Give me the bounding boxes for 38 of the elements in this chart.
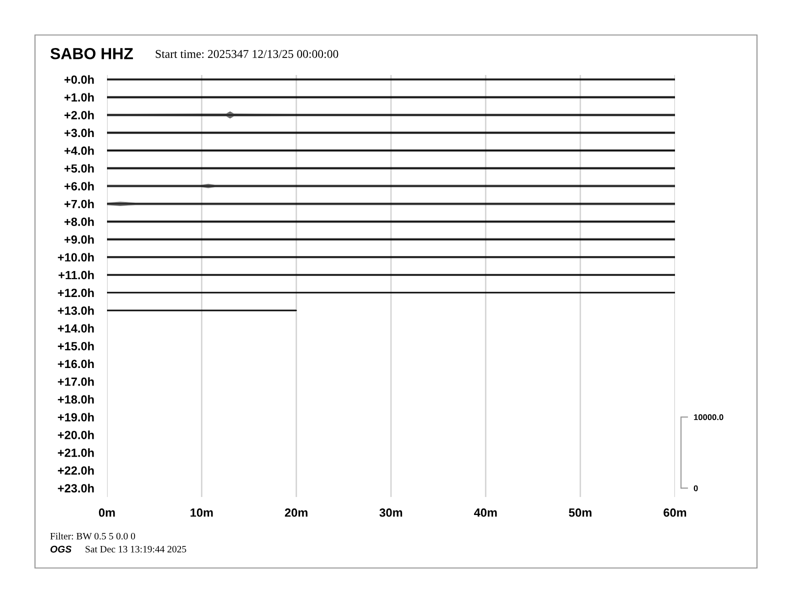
- y2-tick-label: 10000.0: [694, 414, 724, 420]
- y-tick-label: +1.0h: [64, 92, 94, 102]
- x-tick-label: 60m: [664, 508, 686, 517]
- y-tick-label: +12.0h: [58, 288, 94, 298]
- x-tick-label: 30m: [379, 508, 402, 517]
- x-tick-label: 40m: [474, 508, 497, 517]
- chart-title: SABO HHZ: [50, 48, 133, 60]
- y-tick-label: +21.0h: [58, 448, 94, 457]
- y-tick-label: +11.0h: [58, 270, 94, 280]
- y-tick-label: +8.0h: [64, 217, 94, 226]
- y-tick-label: +9.0h: [64, 235, 94, 244]
- y-tick-label: +2.0h: [64, 110, 94, 120]
- chart-subtitle: Start time: 2025347 12/13/25 00:00:00: [156, 50, 338, 58]
- y-tick-label: +23.0h: [58, 484, 94, 493]
- y-tick-label: +5.0h: [64, 164, 94, 173]
- x-tick-label: 50m: [568, 508, 592, 517]
- y-tick-label: +14.0h: [58, 324, 94, 333]
- y-tick-label: +13.0h: [58, 306, 94, 315]
- y-tick-label: +22.0h: [58, 466, 94, 475]
- y-tick-label: +20.0h: [58, 430, 94, 440]
- text: Filter: BW 0.5 5 0.0 0: [50, 532, 136, 540]
- text: Sat Dec 13 13:19:44 2025: [86, 546, 186, 552]
- y-tick-label: +3.0h: [64, 128, 94, 138]
- y-tick-label: +17.0h: [58, 377, 94, 386]
- y-tick-label: +10.0h: [58, 252, 94, 262]
- y-tick-label: +18.0h: [58, 394, 94, 404]
- y-tick-label: +6.0h: [64, 182, 94, 190]
- x-tick-label: 0m: [98, 508, 115, 517]
- text: OGS: [50, 546, 72, 553]
- y-tick-label: +4.0h: [64, 146, 94, 155]
- y-tick-label: +16.0h: [58, 359, 94, 368]
- y2-tick-label: 0: [694, 485, 698, 492]
- y-tick-label: +19.0h: [58, 412, 94, 422]
- x-tick-label: 10m: [190, 508, 213, 517]
- x-tick-label: 20m: [284, 508, 308, 517]
- y-tick-label: +0.0h: [64, 75, 94, 84]
- y-tick-label: +7.0h: [64, 200, 94, 208]
- y-tick-label: +15.0h: [58, 342, 94, 350]
